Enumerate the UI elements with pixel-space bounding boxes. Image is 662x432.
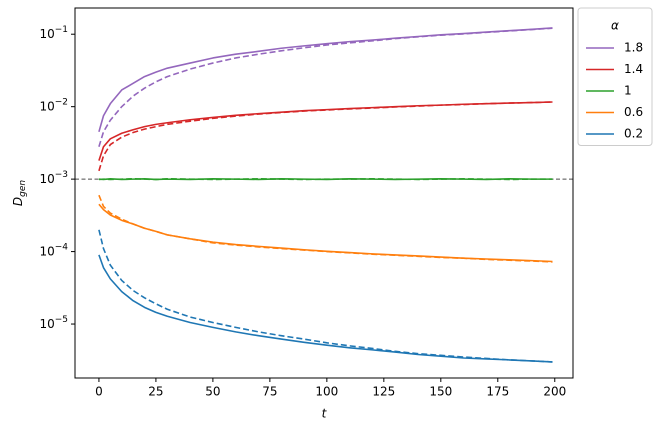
- x-tick-label: 75: [262, 385, 277, 399]
- x-tick-label: 100: [315, 385, 338, 399]
- x-axis-label: t: [322, 407, 328, 421]
- legend-label: 1.8: [624, 41, 643, 55]
- x-tick-label: 125: [372, 385, 395, 399]
- x-tick-label: 200: [543, 385, 566, 399]
- legend-box: [577, 7, 653, 146]
- legend-label: 1: [624, 84, 632, 98]
- legend-label: 1.4: [624, 62, 643, 76]
- line-series: [98, 27, 553, 133]
- plot-frame: [74, 7, 574, 379]
- line-series: [98, 178, 553, 181]
- x-tick-label: 150: [429, 385, 452, 399]
- y-tick-label: 10−3: [39, 170, 68, 186]
- legend-title: α: [611, 19, 619, 33]
- x-tick-label: 50: [205, 385, 220, 399]
- line-series: [98, 101, 553, 161]
- y-tick-label: 10−2: [39, 97, 68, 113]
- x-tick-label: 0: [95, 385, 103, 399]
- line-series: [98, 203, 553, 263]
- x-tick-label: 175: [486, 385, 509, 399]
- y-axis-label: Dgen: [11, 180, 28, 207]
- y-tick-label: 10−1: [39, 25, 68, 41]
- line-series: [98, 229, 553, 363]
- line-series: [98, 27, 553, 147]
- y-tick-label: 10−4: [39, 242, 68, 258]
- y-tick-label: 10−5: [39, 315, 68, 331]
- x-tick-label: 25: [148, 385, 163, 399]
- legend-label: 0.6: [624, 105, 643, 119]
- line-series: [98, 254, 553, 363]
- legend-label: 0.2: [624, 127, 643, 141]
